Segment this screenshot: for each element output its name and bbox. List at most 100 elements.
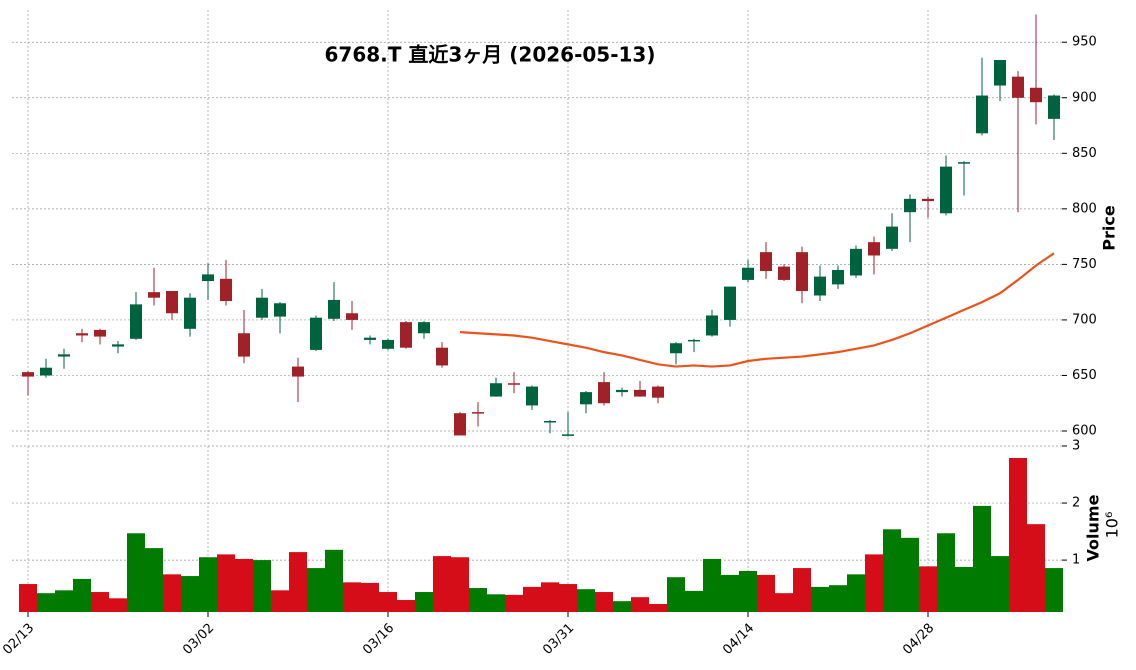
candle-body: [382, 339, 394, 349]
candle-body: [94, 329, 106, 337]
candle-body: [148, 292, 160, 298]
volume-bar: [559, 584, 577, 612]
volume-bar: [271, 590, 289, 612]
volume-bar: [1009, 457, 1027, 612]
candle-body: [1048, 95, 1060, 119]
volume-bar: [667, 577, 685, 612]
candle-body: [1012, 76, 1024, 98]
candle-body: [454, 413, 466, 436]
volume-bar: [37, 593, 55, 612]
volume-bar: [595, 592, 613, 612]
volume-bar: [847, 574, 865, 612]
chart-title: 6768.T 直近3ヶ月 (2026-05-13): [325, 43, 656, 67]
y-tick-label: 650: [1072, 368, 1097, 383]
volume-bar: [343, 582, 361, 612]
volume-bar: [685, 590, 703, 612]
candle-body: [526, 386, 538, 406]
x-tick-label: 03/16: [360, 621, 397, 658]
candle-body: [274, 303, 286, 317]
candle-body: [742, 267, 754, 280]
volume-bar: [829, 585, 847, 612]
volume-bar: [235, 558, 253, 612]
candle-body: [1030, 87, 1042, 103]
y-tick-label: 900: [1072, 90, 1097, 105]
candle-body: [814, 276, 826, 296]
volume-bar: [397, 600, 415, 612]
candle-body: [364, 337, 376, 340]
volume-bar: [451, 557, 469, 612]
candle-body: [922, 198, 934, 202]
volume-bar: [181, 576, 199, 612]
candle-body: [652, 386, 664, 398]
volume-bar: [775, 593, 793, 612]
candle-body: [184, 297, 196, 329]
candle-body: [634, 389, 646, 397]
candle-body: [436, 347, 448, 366]
candle-body: [706, 315, 718, 336]
candle-body: [76, 333, 88, 336]
candle-body: [508, 383, 520, 385]
volume-bar: [919, 566, 937, 612]
volume-bar: [937, 533, 955, 612]
volume-tick-label: 3: [1072, 439, 1080, 454]
volume-offset-label: 10⁶: [1103, 512, 1122, 539]
candle-body: [40, 367, 52, 376]
volume-bar: [19, 584, 37, 612]
candle-body: [904, 198, 916, 213]
y-tick-label: 950: [1072, 35, 1097, 50]
candle-body: [994, 59, 1006, 86]
candle-body: [112, 344, 124, 347]
candle-body: [778, 266, 790, 280]
volume-bar: [127, 533, 145, 612]
volume-bar: [973, 505, 991, 612]
candle-body: [580, 392, 592, 405]
candle-body: [670, 343, 682, 354]
volume-bar: [721, 574, 739, 612]
candle-body: [256, 297, 268, 318]
volume-tick-label: 2: [1072, 496, 1080, 511]
candle-body: [796, 252, 808, 292]
volume-bar: [577, 589, 595, 612]
x-tick-label: 03/31: [540, 621, 577, 658]
candle-body: [310, 317, 322, 350]
candle-body: [724, 286, 736, 320]
volume-bar: [703, 558, 721, 612]
y-tick-label: 700: [1072, 312, 1097, 327]
volume-bar: [901, 537, 919, 612]
volume-bar: [523, 586, 541, 612]
candle-body: [832, 269, 844, 285]
volume-bar: [415, 592, 433, 612]
volume-bar: [379, 592, 397, 612]
candle-body: [868, 242, 880, 256]
volume-bar: [487, 594, 505, 612]
volume-bar: [307, 568, 325, 612]
volume-bar: [163, 574, 181, 612]
x-tick-label: 03/02: [180, 621, 217, 658]
volume-bar: [505, 594, 523, 612]
volume-bar: [793, 568, 811, 612]
candle-body: [328, 299, 340, 319]
candle-body: [760, 252, 772, 272]
volume-bar: [649, 604, 667, 612]
candle-body: [220, 278, 232, 302]
candle-body: [22, 372, 34, 377]
volume-bar: [811, 586, 829, 612]
y-tick-label: 600: [1072, 424, 1097, 439]
volume-bar: [1027, 524, 1045, 612]
candle-body: [616, 389, 628, 393]
volume-bar: [757, 574, 775, 612]
y-tick-label: 800: [1072, 201, 1097, 216]
volume-bar: [55, 590, 73, 612]
volume-bar: [199, 557, 217, 612]
candle-body: [130, 304, 142, 339]
candle-body: [958, 162, 970, 164]
volume-bar: [325, 549, 343, 612]
candle-body: [472, 412, 484, 414]
volume-bar: [883, 529, 901, 612]
candle-body: [940, 166, 952, 214]
candle-body: [292, 366, 304, 377]
candle-body: [562, 434, 574, 436]
volume-bar: [145, 548, 163, 612]
volume-bar: [955, 566, 973, 612]
